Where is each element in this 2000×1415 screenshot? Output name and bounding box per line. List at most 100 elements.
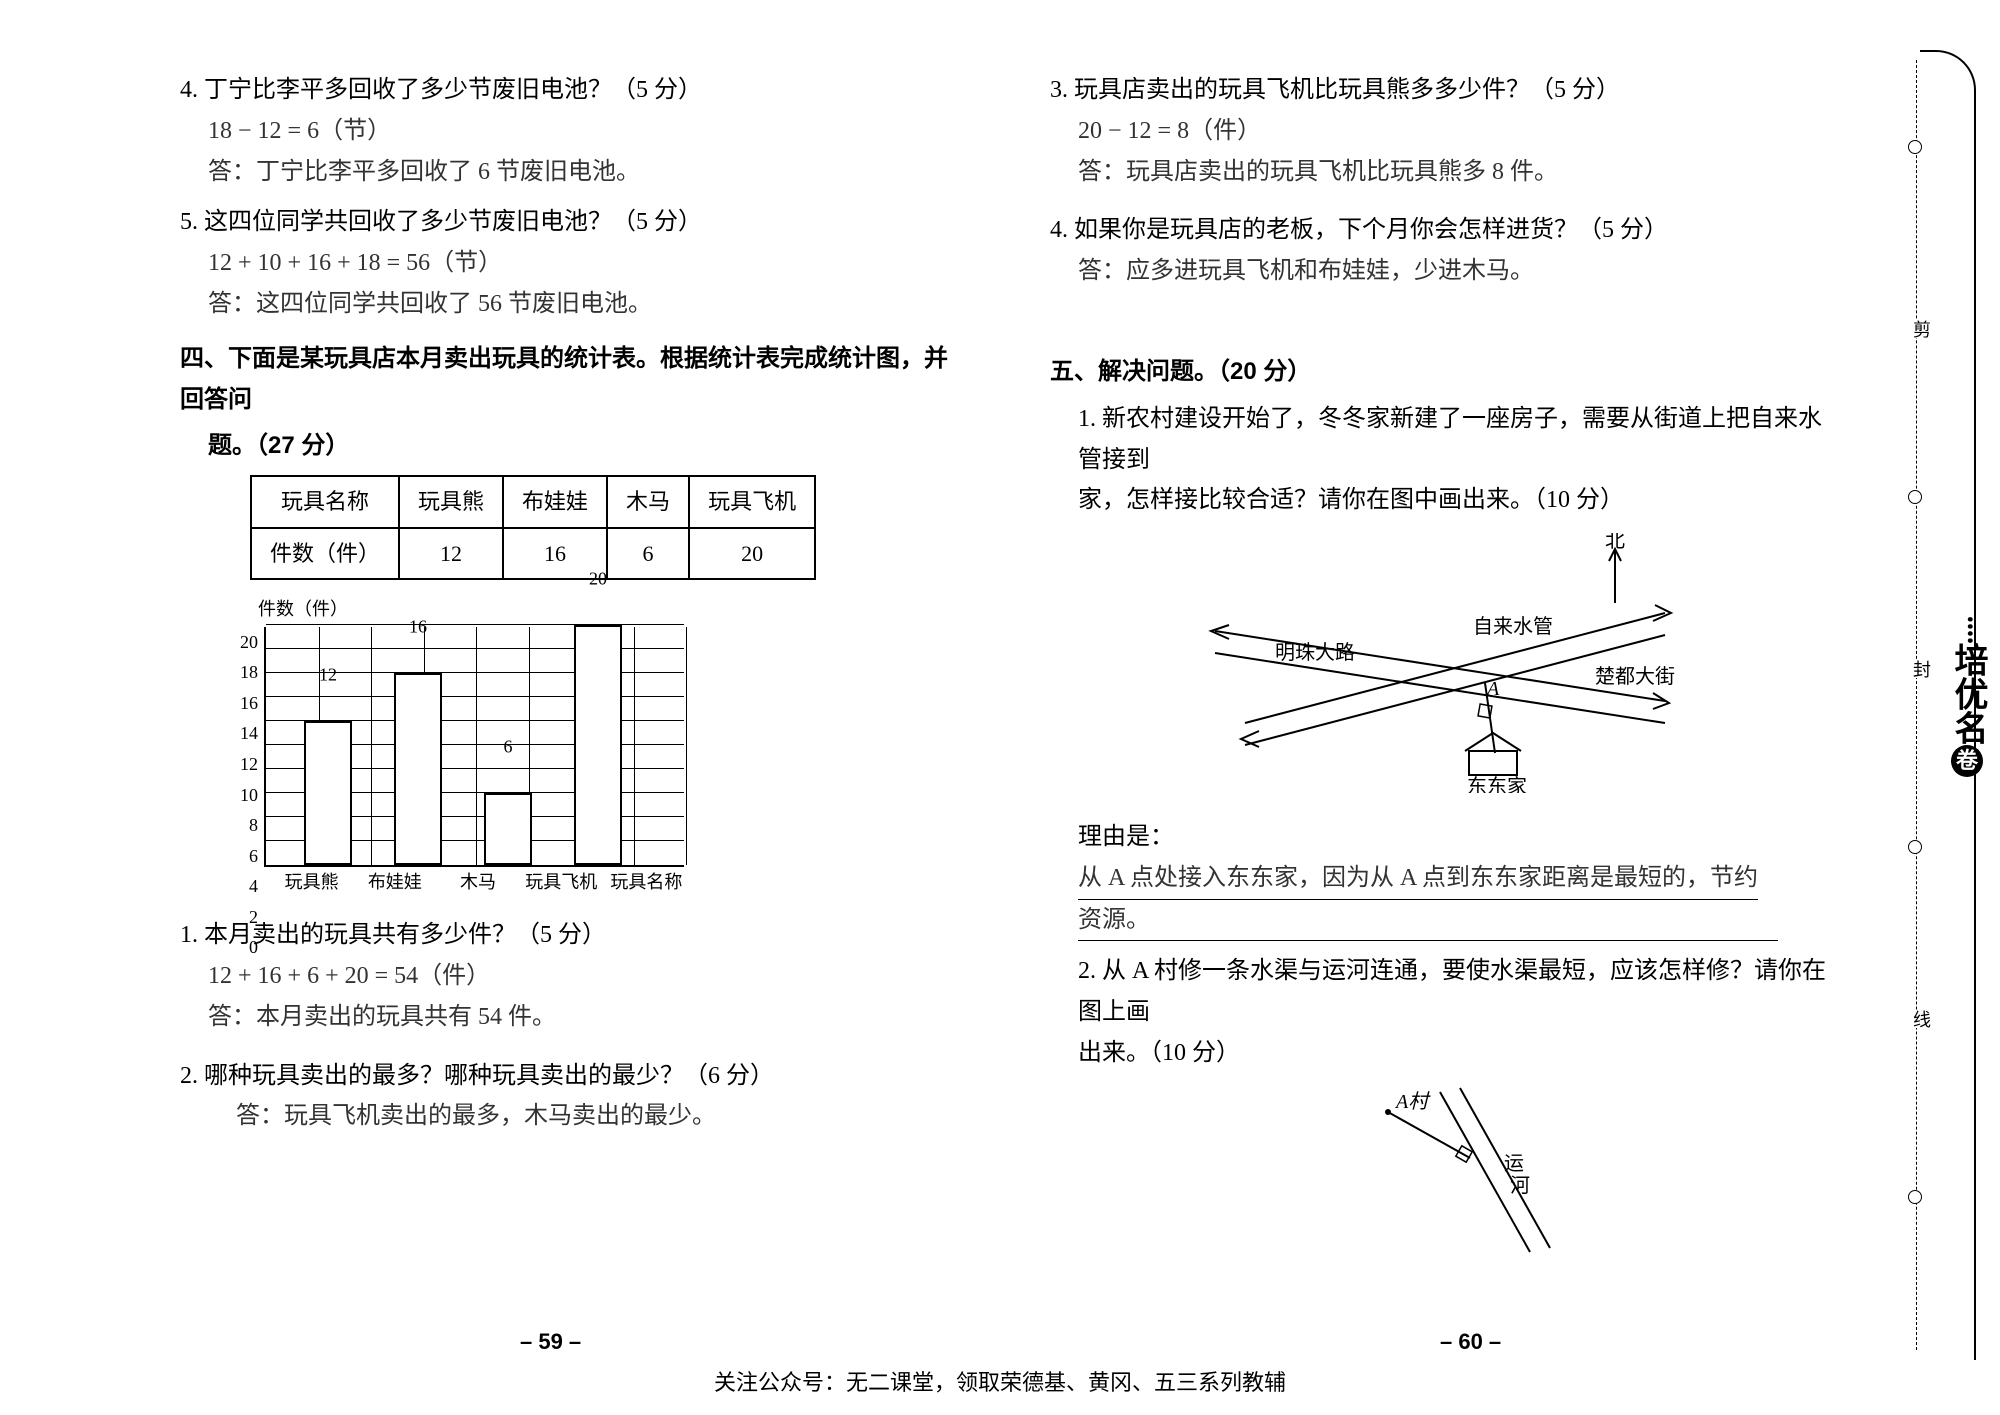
page: 4. 丁宁比李平多回收了多少节废旧电池？（5 分） 18 − 12 = 6（节）… — [0, 0, 2000, 1415]
sec4-q1-ans: 答：本月卖出的玩具共有 54 件。 — [180, 997, 960, 1038]
bar-value-label: 12 — [304, 659, 352, 690]
sec4-q2: 2. 哪种玩具卖出的最多？哪种玩具卖出的最少？（6 分） 答：玩具飞机卖出的最多… — [180, 1056, 960, 1138]
bar — [574, 625, 622, 865]
q5: 5. 这四位同学共回收了多少节废旧电池？（5 分） 12 + 10 + 16 +… — [180, 202, 960, 324]
bar — [304, 721, 352, 865]
x-tick: 木马 — [436, 867, 519, 898]
gutter-char-3: 线 — [1908, 1010, 1934, 1028]
y-tick: 12 — [240, 749, 258, 780]
q4-calc: 18 − 12 = 6（节） — [180, 111, 960, 152]
q5-prompt: 5. 这四位同学共回收了多少节废旧电池？（5 分） — [180, 202, 960, 243]
x-axis-labels: 玩具熊布娃娃木马玩具飞机玩具名称 — [270, 867, 690, 898]
plot-area: 1216620 — [264, 627, 684, 867]
q4-ans: 答：丁宁比李平多回收了 6 节废旧电池。 — [180, 152, 960, 193]
cell-3: 20 — [689, 528, 815, 579]
gutter-char-1: 剪 — [1908, 320, 1934, 338]
r-q3-ans: 答：玩具店卖出的玩具飞机比玩具熊多 8 件。 — [1050, 152, 1830, 193]
bar — [394, 673, 442, 865]
left-column: 4. 丁宁比李平多回收了多少节废旧电池？（5 分） 18 − 12 = 6（节）… — [180, 70, 960, 1310]
table-header-row: 玩具名称 玩具熊 布娃娃 木马 玩具飞机 — [251, 476, 815, 527]
reason-text-2: 资源。 — [1078, 900, 1778, 942]
sec4-q2-ans: 答：玩具飞机卖出的最多，木马卖出的最少。 — [180, 1096, 960, 1137]
reason-line-1: 理由是： 从 A 点处接入东东家，因为从 A 点到东东家距离是最短的，节约 — [1050, 817, 1830, 900]
label-pipe: 自来水管 — [1473, 615, 1553, 638]
x-tick: 布娃娃 — [353, 867, 436, 898]
r-q4-ans: 答：应多进玩具飞机和布娃娃，少进木马。 — [1050, 251, 1830, 292]
village-label: A村 — [1394, 1091, 1431, 1113]
bar-value-label: 6 — [484, 731, 532, 762]
river-label-2: 河 — [1510, 1174, 1530, 1197]
right-column: 3. 玩具店卖出的玩具飞机比玩具熊多多少件？（5 分） 20 − 12 = 8（… — [1050, 70, 1830, 1310]
road-diagram: 北 A — [1185, 533, 1695, 807]
row-label: 件数（件） — [251, 528, 399, 579]
q4-prompt: 4. 丁宁比李平多回收了多少节废旧电池？（5 分） — [180, 70, 960, 111]
sec4-q1: 1. 本月卖出的玩具共有多少件？（5 分） 12 + 16 + 6 + 20 =… — [180, 915, 960, 1037]
reason-line-2: 资源。 — [1050, 900, 1830, 942]
r-q3-prompt: 3. 玩具店卖出的玩具飞机比玩具熊多多少件？（5 分） — [1050, 70, 1830, 111]
label-road-right: 楚都大街 — [1595, 665, 1675, 688]
bar-value-label: 16 — [394, 611, 442, 642]
brand-mark: ᠁培优名卷 — [1943, 610, 1992, 777]
section4-title-line1: 四、下面是某玩具店本月卖出玩具的统计表。根据统计表完成统计图，并回答问 — [180, 345, 948, 413]
th-0: 玩具名称 — [251, 476, 399, 527]
page-number-left: – 59 – — [520, 1329, 581, 1355]
r-q3: 3. 玩具店卖出的玩具飞机比玩具熊多多少件？（5 分） 20 − 12 = 8（… — [1050, 70, 1830, 192]
table-data-row: 件数（件） 12 16 6 20 — [251, 528, 815, 579]
q5-ans: 答：这四位同学共回收了 56 节废旧电池。 — [180, 284, 960, 325]
sec4-q2-prompt: 2. 哪种玩具卖出的最多？哪种玩具卖出的最少？（6 分） — [180, 1056, 960, 1097]
cell-0: 12 — [399, 528, 503, 579]
reason-label: 理由是： — [1078, 824, 1174, 850]
bar-value-label: 20 — [574, 563, 622, 594]
x-axis-title: 玩具名称 — [603, 867, 690, 898]
th-3: 木马 — [607, 476, 689, 527]
th-1: 玩具熊 — [399, 476, 503, 527]
r-q4-prompt: 4. 如果你是玩具店的老板，下个月你会怎样进货？（5 分） — [1050, 210, 1830, 251]
y-tick: 14 — [240, 718, 258, 749]
brand-text: 培优名 — [1949, 643, 1986, 745]
toy-table: 玩具名称 玩具熊 布娃娃 木马 玩具飞机 件数（件） 12 16 6 20 — [250, 475, 816, 580]
columns: 4. 丁宁比李平多回收了多少节废旧电池？（5 分） 18 − 12 = 6（节）… — [180, 70, 1900, 1310]
binding-gutter: 剪 封 线 ᠁培优名卷 — [1912, 50, 1986, 1360]
r-q3-calc: 20 − 12 = 8（件） — [1050, 111, 1830, 152]
r-q4: 4. 如果你是玩具店的老板，下个月你会怎样进货？（5 分） 答：应多进玩具飞机和… — [1050, 210, 1830, 292]
page-number-right: – 60 – — [1440, 1329, 1501, 1355]
y-tick: 20 — [240, 627, 258, 658]
brand-disc: 卷 — [1951, 745, 1983, 777]
section4-title: 四、下面是某玩具店本月卖出玩具的统计表。根据统计表完成统计图，并回答问 — [180, 339, 960, 421]
footer-note: 关注公众号：无二课堂，领取荣德基、黄冈、五三系列教辅 — [0, 1365, 2000, 1397]
y-tick: 8 — [249, 810, 258, 841]
y-axis-labels: 20181614121086420 — [240, 627, 258, 867]
swirl-icon: ᠁ — [1952, 610, 1983, 643]
sec4-q1-prompt: 1. 本月卖出的玩具共有多少件？（5 分） — [180, 915, 960, 956]
q5-calc: 12 + 10 + 16 + 18 = 56（节） — [180, 243, 960, 284]
th-2: 布娃娃 — [503, 476, 607, 527]
y-axis-title: 件数（件） — [258, 594, 960, 625]
sec4-q1-calc: 12 + 16 + 6 + 20 = 54（件） — [180, 956, 960, 997]
bar-chart: 件数（件） 20181614121086420 1216620 玩具熊布娃娃木马… — [240, 594, 960, 897]
river-label-1: 运 — [1504, 1153, 1524, 1175]
label-home: 东东家 — [1467, 775, 1527, 793]
p5-2: 2. 从 A 村修一条水渠与运河连通，要使水渠最短，应该怎样修？请你在图上画 出… — [1050, 951, 1830, 1275]
p5-1: 1. 新农村建设开始了，冬冬家新建了一座房子，需要从街道上把自来水管接到 家，怎… — [1050, 399, 1830, 942]
p5-1-line1: 1. 新农村建设开始了，冬冬家新建了一座房子，需要从街道上把自来水管接到 — [1050, 399, 1830, 481]
x-tick: 玩具熊 — [270, 867, 353, 898]
th-4: 玩具飞机 — [689, 476, 815, 527]
section5-title: 五、解决问题。（20 分） — [1050, 352, 1830, 393]
y-tick: 10 — [240, 780, 258, 811]
label-road-left: 明珠大路 — [1275, 641, 1355, 664]
gutter-char-2: 封 — [1908, 660, 1934, 678]
y-tick: 16 — [240, 688, 258, 719]
north-label: 北 — [1605, 533, 1625, 552]
river-diagram: A村 运 河 — [1330, 1082, 1590, 1276]
y-tick: 6 — [249, 841, 258, 872]
y-tick: 18 — [240, 657, 258, 688]
reason-text-1: 从 A 点处接入东东家，因为从 A 点到东东家距离是最短的，节约 — [1078, 858, 1758, 900]
p5-1-line2: 家，怎样接比较合适？请你在图中画出来。（10 分） — [1050, 480, 1830, 521]
x-tick: 玩具飞机 — [520, 867, 603, 898]
bar — [484, 793, 532, 865]
p5-2-line2: 出来。（10 分） — [1050, 1033, 1830, 1074]
p5-2-line1: 2. 从 A 村修一条水渠与运河连通，要使水渠最短，应该怎样修？请你在图上画 — [1050, 951, 1830, 1033]
section4-title-line2: 题。（27 分） — [180, 426, 960, 467]
y-tick: 4 — [249, 871, 258, 902]
q4: 4. 丁宁比李平多回收了多少节废旧电池？（5 分） 18 − 12 = 6（节）… — [180, 70, 960, 192]
